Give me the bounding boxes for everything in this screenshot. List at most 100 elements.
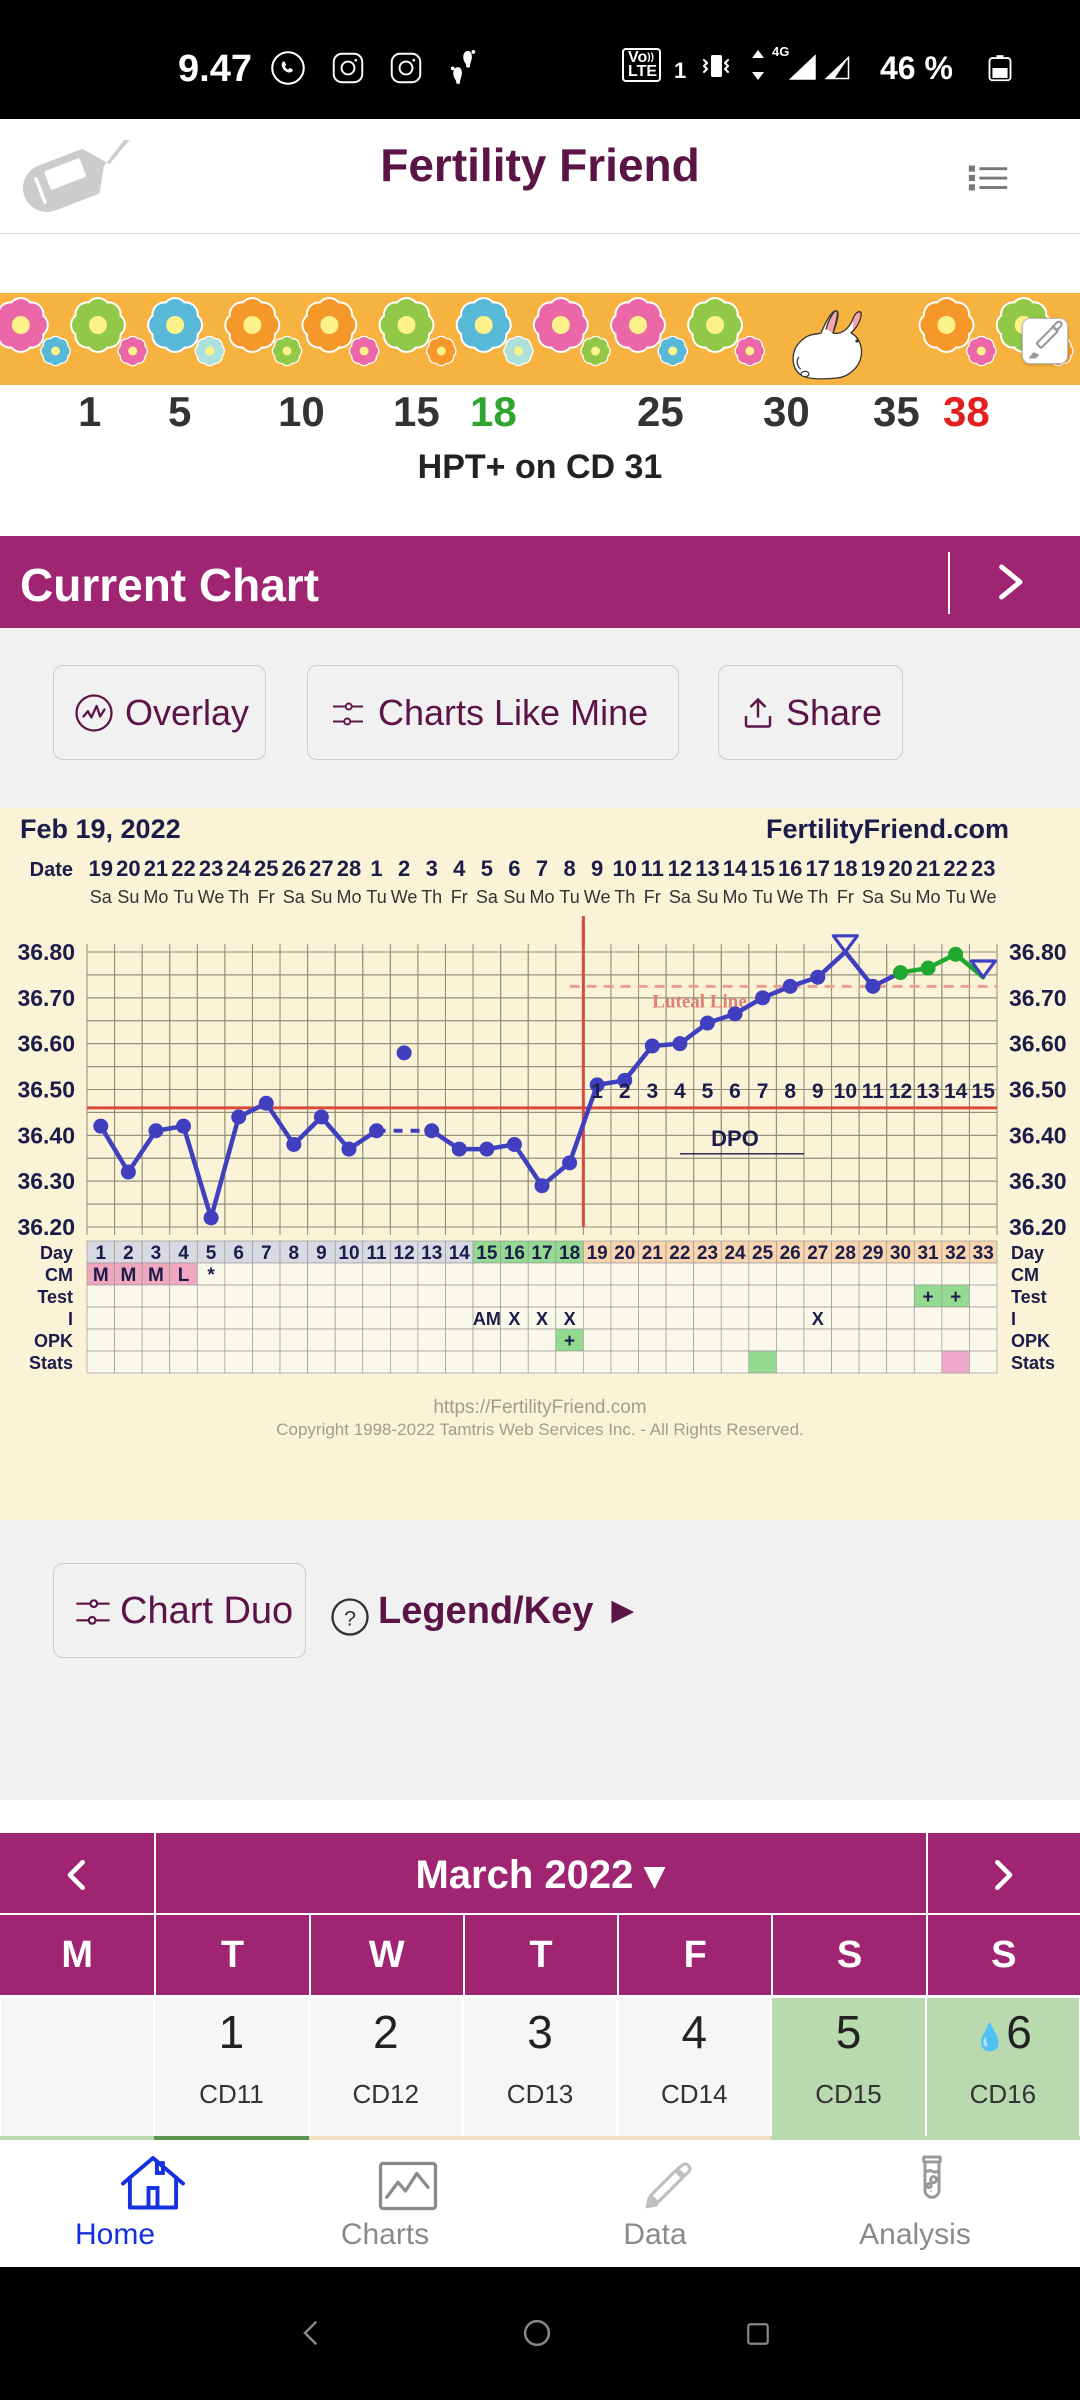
svg-text:36.20: 36.20	[17, 1214, 75, 1240]
svg-text:Th: Th	[421, 887, 442, 907]
svg-text:M: M	[120, 1265, 136, 1286]
svg-text:36.70: 36.70	[17, 985, 75, 1011]
svg-text:Stats: Stats	[1011, 1353, 1055, 1373]
svg-text:DPO: DPO	[711, 1126, 759, 1151]
svg-text:28: 28	[337, 856, 361, 881]
svg-text:7: 7	[536, 856, 548, 881]
svg-text:19: 19	[861, 856, 885, 881]
svg-text:M: M	[148, 1265, 164, 1286]
svg-text:8: 8	[563, 856, 575, 881]
svg-text:13: 13	[916, 1080, 939, 1103]
svg-text:Tu: Tu	[173, 887, 193, 907]
svg-text:7: 7	[261, 1243, 272, 1264]
svg-text:24: 24	[226, 856, 251, 881]
svg-text:28: 28	[835, 1243, 856, 1264]
svg-text:19: 19	[587, 1243, 608, 1264]
svg-text:Th: Th	[614, 887, 635, 907]
svg-text:9: 9	[591, 856, 603, 881]
svg-text:36.30: 36.30	[1009, 1168, 1067, 1194]
svg-text:Tu: Tu	[945, 887, 965, 907]
svg-text:Date: Date	[30, 859, 73, 881]
svg-text:36.60: 36.60	[17, 1031, 75, 1057]
svg-text:X: X	[812, 1309, 824, 1329]
svg-text:24: 24	[724, 1243, 746, 1264]
svg-text:25: 25	[254, 856, 278, 881]
svg-text:Tu: Tu	[559, 887, 579, 907]
svg-text:OPK: OPK	[34, 1331, 73, 1351]
svg-text:12: 12	[889, 1080, 912, 1103]
svg-text:18: 18	[559, 1243, 580, 1264]
svg-text:4: 4	[674, 1080, 686, 1103]
svg-text:Su: Su	[310, 887, 332, 907]
svg-text:+: +	[950, 1287, 961, 1308]
svg-text:14: 14	[944, 1080, 968, 1103]
svg-text:X: X	[564, 1309, 576, 1329]
svg-text:6: 6	[729, 1080, 741, 1103]
svg-text:Fr: Fr	[837, 887, 854, 907]
svg-text:20: 20	[888, 856, 912, 881]
svg-text:Mo: Mo	[916, 887, 941, 907]
svg-text:Day: Day	[1011, 1243, 1044, 1263]
svg-text:Mo: Mo	[143, 887, 168, 907]
svg-text:12: 12	[394, 1243, 415, 1264]
svg-text:8: 8	[289, 1243, 300, 1264]
svg-text:I: I	[1011, 1309, 1016, 1329]
svg-text:3: 3	[646, 1080, 658, 1103]
svg-text:17: 17	[806, 856, 830, 881]
svg-text:Sa: Sa	[669, 887, 692, 907]
svg-text:22: 22	[171, 856, 195, 881]
svg-text:+: +	[923, 1287, 934, 1308]
svg-text:10: 10	[338, 1243, 359, 1264]
svg-text:Test: Test	[1011, 1287, 1047, 1307]
svg-text:26: 26	[282, 856, 306, 881]
svg-text:Sa: Sa	[90, 887, 113, 907]
svg-text:23: 23	[697, 1243, 718, 1264]
svg-text:10: 10	[834, 1080, 857, 1103]
svg-text:Su: Su	[503, 887, 525, 907]
svg-text:14: 14	[723, 856, 748, 881]
svg-text:21: 21	[642, 1243, 664, 1264]
svg-text:23: 23	[971, 856, 995, 881]
svg-text:36.30: 36.30	[17, 1168, 75, 1194]
svg-text:4: 4	[178, 1243, 189, 1264]
svg-text:36.60: 36.60	[1009, 1031, 1067, 1057]
svg-text:Th: Th	[228, 887, 249, 907]
svg-text:X: X	[536, 1309, 548, 1329]
svg-text:*: *	[207, 1265, 215, 1286]
svg-text:36.80: 36.80	[17, 939, 75, 965]
svg-text:21: 21	[916, 856, 940, 881]
svg-text:Test: Test	[37, 1287, 73, 1307]
svg-text:33: 33	[973, 1243, 994, 1264]
svg-text:12: 12	[668, 856, 692, 881]
svg-text:8: 8	[784, 1080, 796, 1103]
svg-text:Fr: Fr	[451, 887, 468, 907]
svg-text:3: 3	[151, 1243, 162, 1264]
svg-text:We: We	[198, 887, 225, 907]
svg-text:13: 13	[695, 856, 719, 881]
svg-text:2: 2	[619, 1080, 631, 1103]
svg-text:5: 5	[702, 1080, 714, 1103]
svg-text:2: 2	[123, 1243, 134, 1264]
svg-text:CM: CM	[1011, 1265, 1039, 1285]
svg-text:27: 27	[807, 1243, 828, 1264]
svg-text:16: 16	[504, 1243, 525, 1264]
svg-text:21: 21	[144, 856, 168, 881]
svg-text:Fr: Fr	[644, 887, 661, 907]
svg-text:30: 30	[890, 1243, 911, 1264]
svg-text:13: 13	[421, 1243, 442, 1264]
svg-text:23: 23	[199, 856, 223, 881]
svg-text:27: 27	[309, 856, 333, 881]
svg-text:I: I	[68, 1309, 73, 1329]
svg-text:FertilityFriend.com: FertilityFriend.com	[766, 814, 1009, 844]
svg-text:16: 16	[778, 856, 802, 881]
svg-text:Sa: Sa	[283, 887, 306, 907]
svg-text:Su: Su	[889, 887, 911, 907]
svg-text:9: 9	[812, 1080, 824, 1103]
svg-text:We: We	[391, 887, 418, 907]
svg-text:5: 5	[481, 856, 493, 881]
svg-text:14: 14	[449, 1243, 471, 1264]
svg-text:6: 6	[508, 856, 520, 881]
svg-text:?: ?	[344, 1605, 356, 1630]
svg-text:31: 31	[917, 1243, 939, 1264]
svg-text:10: 10	[612, 856, 636, 881]
